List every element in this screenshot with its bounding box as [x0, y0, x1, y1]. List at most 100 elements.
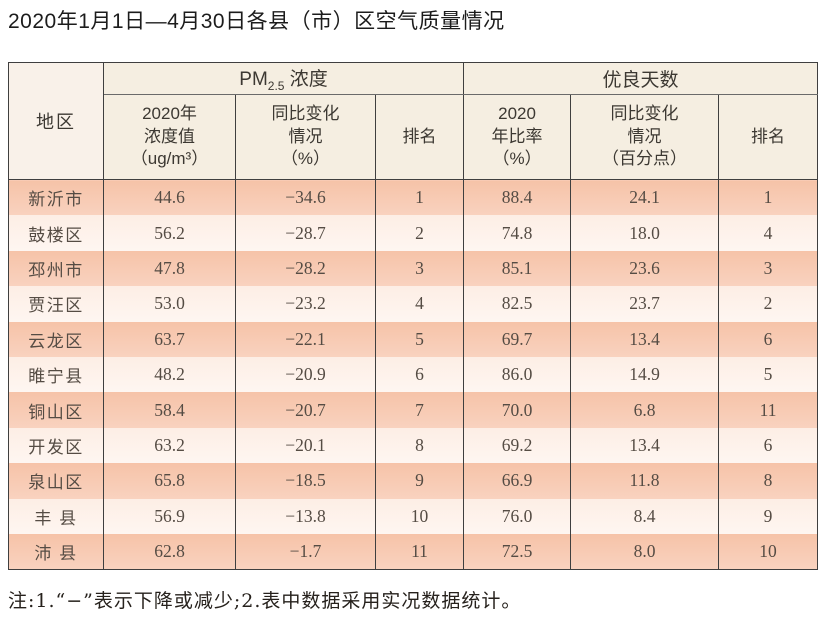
- header-pm-value: 2020年 浓度值 （ug/m³）: [103, 94, 236, 180]
- cell-pm-value: 63.7: [103, 321, 236, 357]
- cell-region: 睢宁县: [8, 356, 104, 393]
- table-row: 泉山区 65.8 −18.5 9 66.9 11.8 8: [8, 463, 819, 499]
- cell-region: 新沂市: [8, 179, 104, 216]
- cell-pm-rank: 9: [374, 463, 465, 499]
- cell-days-rate: 82.5: [463, 286, 572, 322]
- table-row: 贾汪区 53.0 −23.2 4 82.5 23.7 2: [8, 286, 819, 322]
- cell-days-rate: 69.2: [463, 427, 572, 464]
- cell-days-rate: 69.7: [463, 321, 572, 357]
- cell-days-rate: 66.9: [463, 463, 572, 499]
- cell-pm-change: −28.7: [235, 215, 376, 251]
- cell-days-change: 18.0: [570, 215, 720, 251]
- cell-pm-rank: 4: [374, 286, 465, 322]
- header-days-rate: 2020 年比率 （%）: [463, 94, 572, 180]
- cell-days-rank: 6: [718, 427, 819, 464]
- cell-pm-value: 65.8: [103, 463, 236, 499]
- cell-pm-rank: 7: [374, 392, 465, 428]
- cell-region: 丰 县: [8, 498, 104, 534]
- cell-days-rank: 11: [718, 392, 819, 428]
- cell-days-rate: 85.1: [463, 250, 572, 287]
- page-title: 2020年1月1日—4月30日各县（市）区空气质量情况: [8, 10, 505, 33]
- cell-region: 泉山区: [8, 463, 104, 499]
- cell-days-change: 13.4: [570, 427, 720, 464]
- header-pm-change: 同比变化 情况 （%）: [235, 94, 376, 180]
- footnote: 注:1.“−”表示下降或减少;2.表中数据采用实况数据统计。: [8, 590, 522, 612]
- cell-pm-value: 48.2: [103, 356, 236, 393]
- cell-pm-change: −23.2: [235, 286, 376, 322]
- cell-pm-value: 63.2: [103, 427, 236, 464]
- cell-days-change: 11.8: [570, 463, 720, 499]
- cell-region: 开发区: [8, 427, 104, 464]
- header-days-rank: 排名: [718, 94, 819, 180]
- cell-days-rate: 72.5: [463, 533, 572, 570]
- cell-days-rate: 74.8: [463, 215, 572, 251]
- pm25-label-rest: 浓度: [284, 69, 328, 91]
- cell-pm-change: −13.8: [235, 498, 376, 534]
- cell-pm-change: −20.1: [235, 427, 376, 464]
- table-body: 新沂市 44.6 −34.6 1 88.4 24.1 1 鼓楼区 56.2 −28.7 2 74.8 1…: [8, 179, 819, 570]
- cell-region: 鼓楼区: [8, 215, 104, 251]
- cell-pm-change: −28.2: [235, 250, 376, 287]
- table-row: 铜山区 58.4 −20.7 7 70.0 6.8 11: [8, 392, 819, 428]
- header-group-pm25: PM2.5 浓度: [102, 62, 465, 95]
- cell-pm-change: −22.1: [235, 321, 376, 357]
- header-pm-rank: 排名: [374, 94, 465, 180]
- cell-pm-value: 56.2: [103, 215, 236, 251]
- cell-days-rank: 2: [718, 286, 819, 322]
- cell-pm-value: 62.8: [103, 533, 236, 570]
- cell-pm-rank: 10: [374, 498, 465, 534]
- cell-days-rank: 8: [718, 463, 819, 499]
- cell-pm-value: 44.6: [103, 179, 236, 216]
- cell-days-change: 8.0: [570, 533, 720, 570]
- cell-days-rank: 5: [718, 356, 819, 393]
- cell-pm-value: 47.8: [103, 250, 236, 287]
- cell-pm-rank: 8: [374, 427, 465, 464]
- cell-days-rank: 3: [718, 250, 819, 287]
- cell-days-change: 6.8: [570, 392, 720, 428]
- table-row: 新沂市 44.6 −34.6 1 88.4 24.1 1: [8, 179, 819, 216]
- header-sub-row: 2020年 浓度值 （ug/m³） 同比变化 情况 （%） 排名 2020 年比…: [9, 94, 819, 180]
- cell-region: 铜山区: [8, 392, 104, 428]
- cell-pm-rank: 3: [374, 250, 465, 287]
- header-region: 地区: [8, 62, 104, 180]
- cell-days-change: 8.4: [570, 498, 720, 534]
- table-row: 丰 县 56.9 −13.8 10 76.0 8.4 9: [8, 498, 819, 534]
- cell-days-rate: 70.0: [463, 392, 572, 428]
- cell-days-rank: 6: [718, 321, 819, 357]
- table-header: 地区 PM2.5 浓度 优良天数 2020年 浓度值 （ug/m³） 同比变化 …: [8, 62, 819, 180]
- cell-days-rank: 9: [718, 498, 819, 534]
- header-group-row: 地区 PM2.5 浓度 优良天数: [8, 62, 819, 180]
- cell-days-rank: 4: [718, 215, 819, 251]
- cell-days-change: 14.9: [570, 356, 720, 393]
- cell-pm-change: −1.7: [235, 533, 376, 570]
- cell-region: 云龙区: [8, 321, 104, 357]
- cell-days-change: 23.7: [570, 286, 720, 322]
- cell-pm-value: 58.4: [103, 392, 236, 428]
- cell-pm-change: −34.6: [235, 179, 376, 216]
- cell-days-rate: 76.0: [463, 498, 572, 534]
- air-quality-table: 地区 PM2.5 浓度 优良天数 2020年 浓度值 （ug/m³） 同比变化 …: [8, 62, 819, 571]
- cell-days-change: 24.1: [570, 179, 720, 216]
- cell-region: 贾汪区: [8, 286, 104, 322]
- cell-days-rank: 10: [718, 533, 819, 570]
- cell-days-rank: 1: [718, 179, 819, 216]
- cell-days-rate: 88.4: [463, 179, 572, 216]
- table-row: 鼓楼区 56.2 −28.7 2 74.8 18.0 4: [8, 215, 819, 251]
- cell-pm-change: −20.7: [235, 392, 376, 428]
- header-days-change: 同比变化 情况 （百分点）: [570, 94, 720, 180]
- cell-region: 邳州市: [8, 250, 104, 287]
- cell-days-rate: 86.0: [463, 356, 572, 393]
- cell-region: 沛 县: [8, 533, 104, 570]
- table-row: 云龙区 63.7 −22.1 5 69.7 13.4 6: [8, 321, 819, 357]
- cell-pm-rank: 11: [374, 533, 465, 570]
- cell-days-change: 13.4: [570, 321, 720, 357]
- cell-pm-rank: 1: [374, 179, 465, 216]
- cell-pm-value: 56.9: [103, 498, 236, 534]
- table-row: 开发区 63.2 −20.1 8 69.2 13.4 6: [8, 427, 819, 464]
- cell-pm-change: −18.5: [235, 463, 376, 499]
- cell-days-change: 23.6: [570, 250, 720, 287]
- table-row: 睢宁县 48.2 −20.9 6 86.0 14.9 5: [8, 356, 819, 393]
- cell-pm-value: 53.0: [103, 286, 236, 322]
- pm25-label-main: PM: [239, 69, 268, 91]
